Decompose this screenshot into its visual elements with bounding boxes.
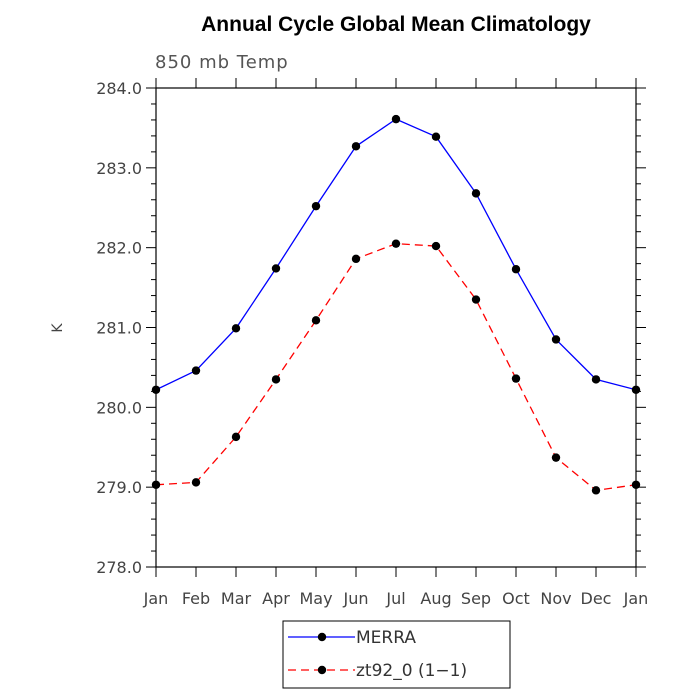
series-line-0 bbox=[155, 118, 637, 391]
x-tick-label: Sep bbox=[461, 589, 491, 608]
series-0-point bbox=[591, 375, 601, 384]
series-1-point bbox=[271, 375, 281, 384]
series-1-point bbox=[591, 486, 601, 495]
chart-title: Annual Cycle Global Mean Climatology bbox=[201, 13, 591, 36]
y-tick-label: 280.0 bbox=[96, 398, 142, 417]
x-tick-label: Jan bbox=[143, 589, 169, 608]
legend-box bbox=[282, 620, 511, 689]
series-1-point bbox=[351, 254, 361, 264]
x-tick-label: Jan bbox=[623, 589, 649, 608]
x-tick-label: Jun bbox=[343, 589, 369, 608]
series-1-point bbox=[431, 241, 441, 251]
plot-frame bbox=[155, 87, 637, 568]
plot-area: 278.0 279.0 280.0 281.0 282.0 283.0 284.0 Jan Fe… bbox=[96, 78, 648, 608]
chart-subtitle: 850 mb Temp bbox=[155, 52, 289, 73]
x-tick-label: Dec bbox=[581, 589, 612, 608]
y-tick-label: 284.0 bbox=[96, 79, 142, 98]
series-0-point bbox=[191, 366, 201, 375]
legend-marker-1 bbox=[317, 665, 327, 675]
series-0-point bbox=[631, 385, 641, 394]
x-tick-label: Aug bbox=[420, 589, 451, 608]
series-1-point bbox=[311, 316, 321, 325]
x-tick-label: Oct bbox=[502, 589, 530, 608]
series-0-point bbox=[471, 189, 481, 198]
y-axis-label: K bbox=[50, 323, 66, 333]
y-tick-label: 282.0 bbox=[96, 239, 142, 258]
series-0-point bbox=[551, 335, 561, 344]
series-0-point bbox=[271, 264, 281, 273]
legend: MERRA zt92_0 (1−1) bbox=[282, 620, 511, 689]
series-0-point bbox=[351, 142, 361, 151]
y-tick-label: 281.0 bbox=[96, 319, 142, 338]
series-1-point bbox=[631, 480, 641, 489]
y-tick-label: 278.0 bbox=[96, 558, 142, 577]
legend-label-0: MERRA bbox=[356, 628, 416, 648]
x-tick-label: Feb bbox=[182, 589, 210, 608]
x-tick-label: May bbox=[299, 589, 332, 608]
y-tick-label: 283.0 bbox=[96, 159, 142, 178]
series-1-point bbox=[551, 453, 561, 462]
legend-marker-0 bbox=[317, 632, 327, 642]
series-line-1 bbox=[155, 243, 637, 492]
series-0-point bbox=[151, 385, 161, 394]
series-0-point bbox=[311, 201, 321, 211]
x-tick-label: Mar bbox=[221, 589, 252, 608]
series-1-point bbox=[231, 432, 241, 442]
x-tick-label: Jul bbox=[385, 589, 405, 608]
legend-label-1: zt92_0 (1−1) bbox=[356, 661, 467, 681]
series-0-point bbox=[391, 114, 401, 124]
series-1-point bbox=[511, 374, 521, 383]
series-1-point bbox=[151, 480, 161, 489]
series-1-point bbox=[391, 239, 401, 248]
series-1-point bbox=[191, 478, 201, 487]
x-tick-label: Apr bbox=[262, 589, 290, 608]
series-0-point bbox=[231, 324, 241, 333]
x-tick-label: Nov bbox=[540, 589, 571, 608]
series-1-point bbox=[471, 295, 481, 304]
y-tick-label: 279.0 bbox=[96, 478, 142, 497]
series-0-point bbox=[511, 265, 521, 274]
series-0-point bbox=[431, 132, 441, 141]
